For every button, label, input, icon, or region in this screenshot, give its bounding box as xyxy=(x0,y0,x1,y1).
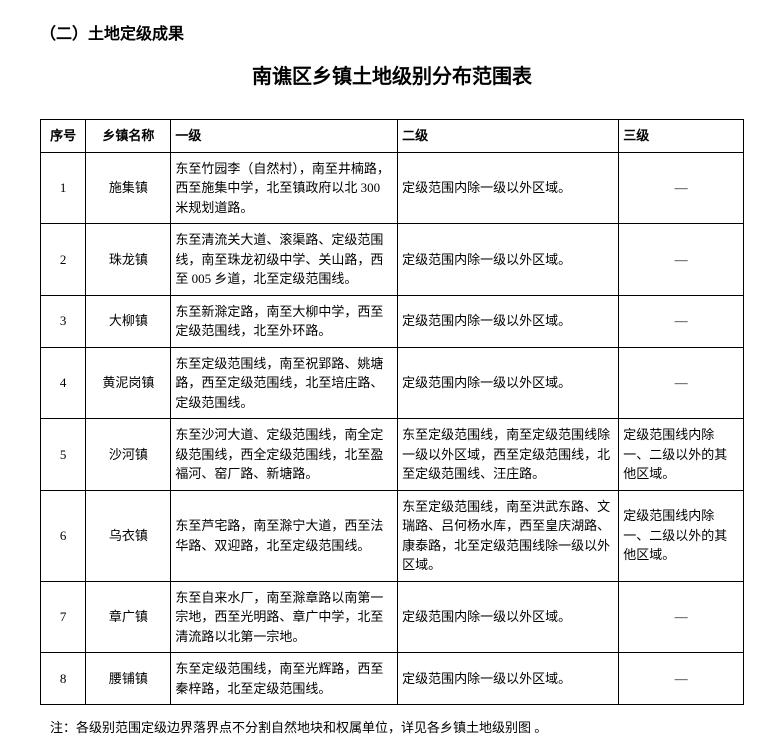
column-header-seq: 序号 xyxy=(41,120,86,153)
cell-seq: 8 xyxy=(41,653,86,705)
cell-level2: 定级范围内除一级以外区域。 xyxy=(398,152,619,224)
cell-name: 大柳镇 xyxy=(86,295,171,347)
cell-name: 沙河镇 xyxy=(86,419,171,491)
table-row: 2珠龙镇东至清流关大道、滚渠路、定级范围线，南至珠龙初级中学、关山路，西至 00… xyxy=(41,224,744,296)
cell-name: 腰铺镇 xyxy=(86,653,171,705)
table-header: 序号 乡镇名称 一级 二级 三级 xyxy=(41,120,744,153)
cell-seq: 2 xyxy=(41,224,86,296)
cell-level2: 东至定级范围线，南至定级范围线除一级以外区域，西至定级范围线，北至定级范围线、汪… xyxy=(398,419,619,491)
column-header-level3: 三级 xyxy=(619,120,744,153)
cell-level2: 定级范围内除一级以外区域。 xyxy=(398,347,619,419)
cell-level3: — xyxy=(619,347,744,419)
cell-level2: 定级范围内除一级以外区域。 xyxy=(398,581,619,653)
cell-name: 章广镇 xyxy=(86,581,171,653)
cell-name: 乌衣镇 xyxy=(86,490,171,581)
cell-name: 黄泥岗镇 xyxy=(86,347,171,419)
cell-level3: 定级范围线内除一、二级以外的其他区域。 xyxy=(619,419,744,491)
table-row: 6乌衣镇东至芦宅路，南至滁宁大道，西至法华路、双迎路，北至定级范围线。东至定级范… xyxy=(41,490,744,581)
cell-name: 珠龙镇 xyxy=(86,224,171,296)
footnote: 注：各级别范围定级边界落界点不分割自然地块和权属单位，详见各乡镇土地级别图 。 xyxy=(40,717,744,736)
table-row: 5沙河镇东至沙河大道、定级范围线，南全定级范围线，西全定级范围线，北至盈福河、窑… xyxy=(41,419,744,491)
column-header-level1: 一级 xyxy=(171,120,398,153)
cell-seq: 3 xyxy=(41,295,86,347)
cell-level1: 东至清流关大道、滚渠路、定级范围线，南至珠龙初级中学、关山路，西至 005 乡道… xyxy=(171,224,398,296)
column-header-level2: 二级 xyxy=(398,120,619,153)
cell-level1: 东至芦宅路，南至滁宁大道，西至法华路、双迎路，北至定级范围线。 xyxy=(171,490,398,581)
cell-level2: 定级范围内除一级以外区域。 xyxy=(398,224,619,296)
cell-level3: — xyxy=(619,224,744,296)
page-title: 南谯区乡镇土地级别分布范围表 xyxy=(40,60,744,89)
cell-level2: 定级范围内除一级以外区域。 xyxy=(398,653,619,705)
cell-level2: 东至定级范围线，南至洪武东路、文瑞路、吕何杨水库，西至皇庆湖路、康泰路，北至定级… xyxy=(398,490,619,581)
cell-level1: 东至新滁定路，南至大柳中学，西至定级范围线，北至外环路。 xyxy=(171,295,398,347)
cell-level1: 东至定级范围线，南至祝郢路、姚塘路，西至定级范围线，北至培庄路、定级范围线。 xyxy=(171,347,398,419)
cell-seq: 1 xyxy=(41,152,86,224)
table-row: 1施集镇东至竹园李（自然村），南至井楠路，西至施集中学，北至镇政府以北 300 … xyxy=(41,152,744,224)
column-header-name: 乡镇名称 xyxy=(86,120,171,153)
cell-seq: 5 xyxy=(41,419,86,491)
cell-level1: 东至定级范围线，南至光辉路，西至秦梓路，北至定级范围线。 xyxy=(171,653,398,705)
cell-seq: 7 xyxy=(41,581,86,653)
cell-level1: 东至沙河大道、定级范围线，南全定级范围线，西全定级范围线，北至盈福河、窑厂路、新… xyxy=(171,419,398,491)
table-row: 8腰铺镇东至定级范围线，南至光辉路，西至秦梓路，北至定级范围线。定级范围内除一级… xyxy=(41,653,744,705)
table-row: 4黄泥岗镇东至定级范围线，南至祝郢路、姚塘路，西至定级范围线，北至培庄路、定级范… xyxy=(41,347,744,419)
table-row: 7章广镇东至自来水厂，南至滁章路以南第一宗地，西至光明路、章广中学，北至清流路以… xyxy=(41,581,744,653)
cell-level3: 定级范围线内除一、二级以外的其他区域。 xyxy=(619,490,744,581)
cell-seq: 4 xyxy=(41,347,86,419)
cell-level1: 东至自来水厂，南至滁章路以南第一宗地，西至光明路、章广中学，北至清流路以北第一宗… xyxy=(171,581,398,653)
cell-name: 施集镇 xyxy=(86,152,171,224)
table-body: 1施集镇东至竹园李（自然村），南至井楠路，西至施集中学，北至镇政府以北 300 … xyxy=(41,152,744,705)
cell-level3: — xyxy=(619,295,744,347)
cell-seq: 6 xyxy=(41,490,86,581)
cell-level1: 东至竹园李（自然村），南至井楠路，西至施集中学，北至镇政府以北 300 米规划道… xyxy=(171,152,398,224)
cell-level2: 定级范围内除一级以外区域。 xyxy=(398,295,619,347)
cell-level3: — xyxy=(619,152,744,224)
cell-level3: — xyxy=(619,581,744,653)
cell-level3: — xyxy=(619,653,744,705)
section-heading: （二）土地定级成果 xyxy=(40,20,744,44)
grading-table: 序号 乡镇名称 一级 二级 三级 1施集镇东至竹园李（自然村），南至井楠路，西至… xyxy=(40,119,744,705)
table-row: 3大柳镇东至新滁定路，南至大柳中学，西至定级范围线，北至外环路。定级范围内除一级… xyxy=(41,295,744,347)
